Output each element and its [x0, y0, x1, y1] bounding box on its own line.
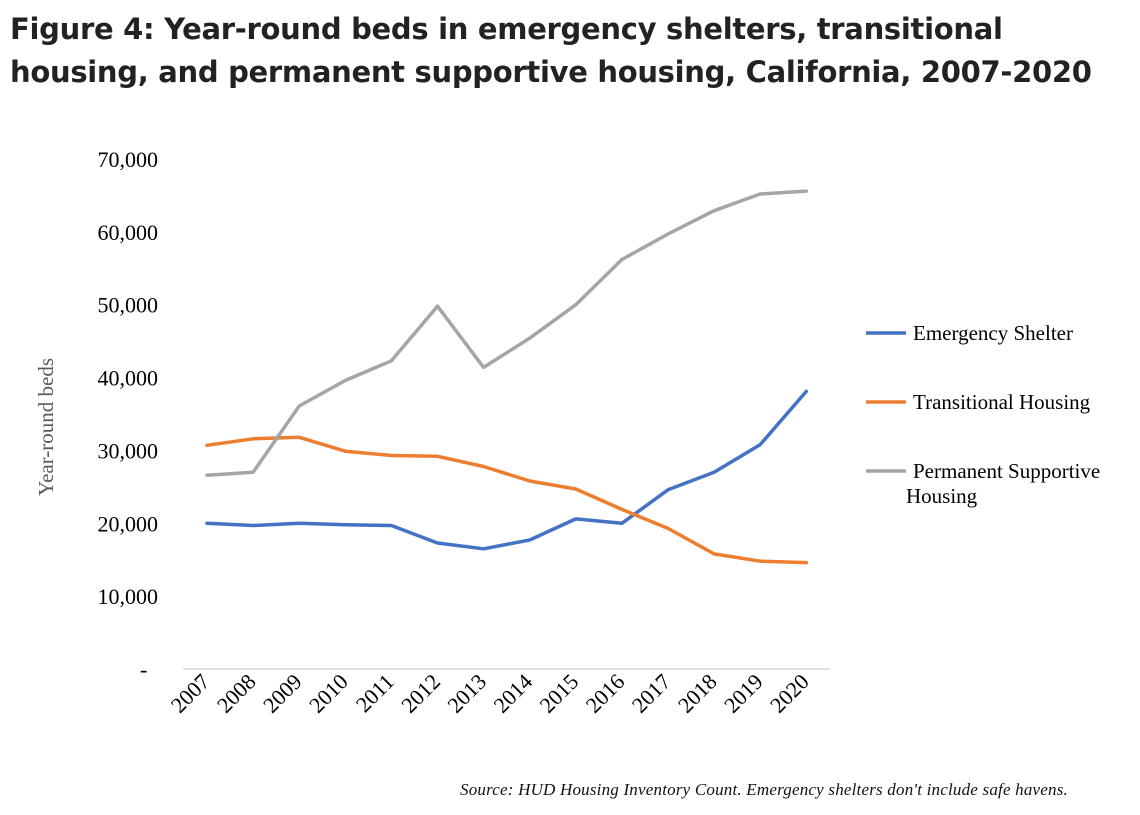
series-lines	[205, 189, 809, 565]
legend-label: Permanent Supportive	[913, 459, 1100, 483]
x-tick-label: 2015	[535, 669, 584, 718]
series-line-emergency-shelter	[205, 389, 809, 551]
series-line-transitional-housing	[205, 435, 809, 565]
y-tick-label: 40,000	[98, 366, 159, 391]
legend-label: Emergency Shelter	[913, 321, 1073, 345]
x-tick-label: 2013	[442, 669, 491, 718]
y-tick-label: 10,000	[98, 584, 159, 609]
y-tick-label: 70,000	[98, 147, 159, 172]
y-tick-label: 20,000	[98, 511, 159, 536]
x-tick-label: 2009	[258, 669, 307, 718]
y-tick-label: -	[140, 657, 147, 682]
x-tick-label: 2018	[673, 669, 722, 718]
y-tick-labels: - 10,000 20,000 30,000 40,000 50,000 60,000 70,…	[98, 147, 159, 682]
x-tick-label: 2012	[396, 669, 445, 718]
x-tick-label: 2014	[488, 669, 537, 718]
x-tick-labels: 2007200820092010201120122013201420152016…	[166, 669, 814, 718]
legend: Emergency Shelter Transitional Housing Per…	[866, 321, 1100, 508]
x-tick-label: 2008	[212, 669, 261, 718]
x-tick-label: 2016	[581, 669, 630, 718]
x-tick-label: 2010	[304, 669, 353, 718]
y-axis-title: Year-round beds	[34, 358, 58, 496]
y-tick-label: 60,000	[98, 220, 159, 245]
legend-label: Housing	[906, 484, 978, 508]
figure-title: Figure 4: Year-round beds in emergency s…	[10, 12, 1092, 89]
y-tick-label: 50,000	[98, 293, 159, 318]
series-line-permanent-supportive-housing	[205, 189, 809, 477]
x-tick-label: 2007	[166, 669, 215, 718]
y-tick-label: 30,000	[98, 438, 159, 463]
legend-label: Transitional Housing	[913, 390, 1091, 414]
x-tick-label: 2019	[719, 669, 768, 718]
x-tick-label: 2020	[765, 669, 814, 718]
source-note: Source: HUD Housing Inventory Count. Eme…	[460, 780, 1068, 799]
x-tick-label: 2011	[351, 669, 399, 717]
x-tick-label: 2017	[627, 669, 676, 718]
